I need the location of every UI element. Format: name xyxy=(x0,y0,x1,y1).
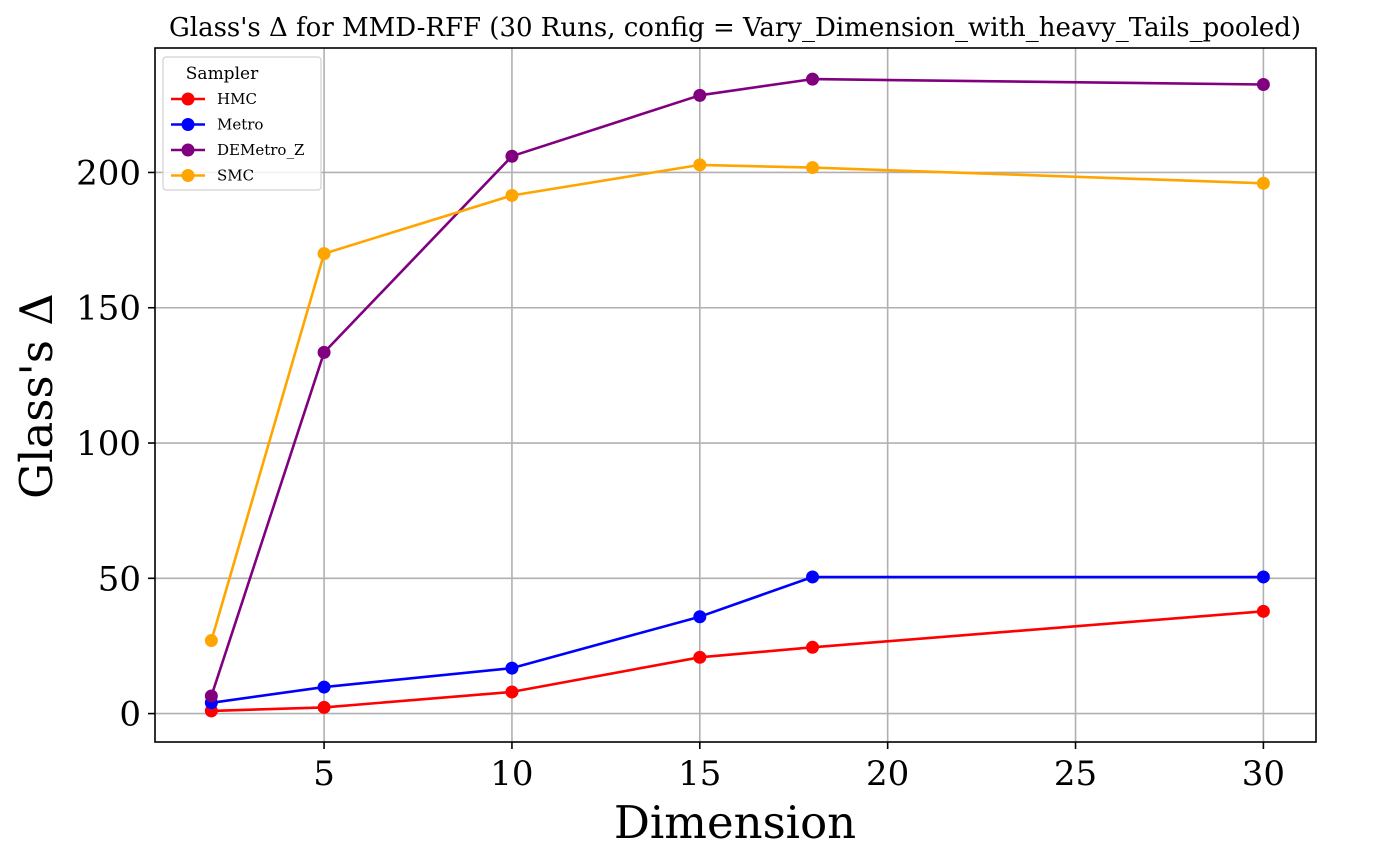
data-point-metro xyxy=(505,661,519,675)
x-axis: 5 10 15 20 25 30 xyxy=(313,742,1285,794)
data-point-metro xyxy=(1256,570,1270,584)
x-tick-label: 5 xyxy=(313,754,335,794)
legend-item: DEMetro_Z xyxy=(171,141,304,159)
series-line-smc xyxy=(210,163,1264,641)
plot-frame xyxy=(154,47,1317,743)
y-tick-label: 150 xyxy=(76,289,141,329)
legend-box xyxy=(162,56,322,191)
y-tick-label: 100 xyxy=(76,424,141,464)
legend-swatch-marker xyxy=(181,92,195,106)
x-tick-label: 10 xyxy=(490,754,533,794)
data-point-hmc xyxy=(1256,604,1270,618)
x-tick-label: 20 xyxy=(866,754,909,794)
legend-item: Metro xyxy=(171,116,263,134)
y-axis: 0 50 100 150 200 xyxy=(76,153,155,735)
x-axis-label: Dimension xyxy=(614,796,856,849)
series-metro xyxy=(204,570,1270,710)
y-tick-label: 50 xyxy=(98,559,141,599)
legend-swatch-marker xyxy=(181,143,195,157)
x-tick-label: 15 xyxy=(678,754,721,794)
data-point-hmc xyxy=(317,700,331,714)
y-tick-label: 0 xyxy=(119,695,141,735)
legend-label: Metro xyxy=(217,116,263,134)
chart-title: Glass's Δ for MMD-RFF (30 Runs, config =… xyxy=(169,13,1301,43)
data-point-demetro-z xyxy=(1256,78,1270,92)
data-point-hmc xyxy=(505,685,519,699)
series-smc xyxy=(204,158,1270,648)
data-point-demetro-z xyxy=(505,149,519,163)
data-point-hmc xyxy=(806,640,820,654)
legend-label: SMC xyxy=(217,167,254,185)
legend-swatch-marker xyxy=(181,118,195,131)
data-point-hmc xyxy=(693,650,707,664)
grid xyxy=(155,48,1316,742)
data-point-demetro-z xyxy=(806,72,820,86)
x-tick-label: 30 xyxy=(1242,754,1285,794)
series-demetro-z xyxy=(204,72,1270,703)
data-point-smc xyxy=(505,188,519,202)
data-point-smc xyxy=(806,161,820,175)
legend-item: HMC xyxy=(171,90,257,108)
data-point-smc xyxy=(204,634,218,648)
series-hmc xyxy=(204,604,1270,718)
data-point-metro xyxy=(693,610,707,624)
y-tick-label: 200 xyxy=(76,153,141,193)
x-tick-label: 25 xyxy=(1054,754,1097,794)
data-point-metro xyxy=(317,680,331,694)
series-line-metro xyxy=(211,575,1264,705)
data-point-metro xyxy=(806,570,820,584)
series-layer xyxy=(204,72,1270,718)
data-point-smc xyxy=(693,158,707,172)
legend: Sampler HMC Metro DEMetro_Z SMC xyxy=(162,56,322,191)
data-point-demetro-z xyxy=(317,345,331,359)
legend-item: SMC xyxy=(171,167,254,185)
series-line-demetro-z xyxy=(210,77,1264,697)
data-point-demetro-z xyxy=(693,88,707,102)
legend-label: HMC xyxy=(217,90,257,108)
y-axis-label: Glass's Δ xyxy=(10,293,63,499)
legend-swatch-marker xyxy=(181,169,195,182)
series-line-hmc xyxy=(211,610,1264,713)
legend-title: Sampler xyxy=(186,64,259,84)
legend-label: DEMetro_Z xyxy=(217,141,304,159)
data-point-smc xyxy=(1256,176,1270,190)
data-point-demetro-z xyxy=(204,689,218,703)
data-point-smc xyxy=(317,247,331,261)
